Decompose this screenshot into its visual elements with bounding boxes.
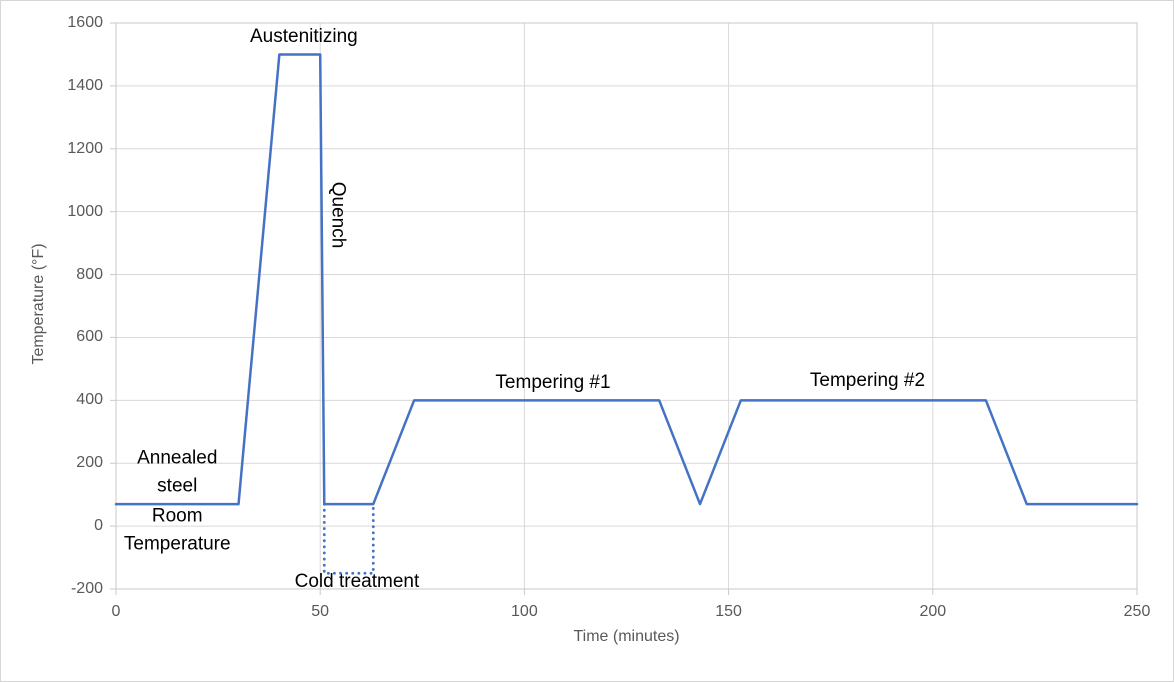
x-axis-title: Time (minutes): [573, 628, 680, 645]
y-axis-title: Temperature (°F): [30, 243, 47, 365]
series-dotted: [322, 502, 375, 575]
series-solid: [114, 53, 1139, 506]
plot-border: [115, 22, 1138, 590]
